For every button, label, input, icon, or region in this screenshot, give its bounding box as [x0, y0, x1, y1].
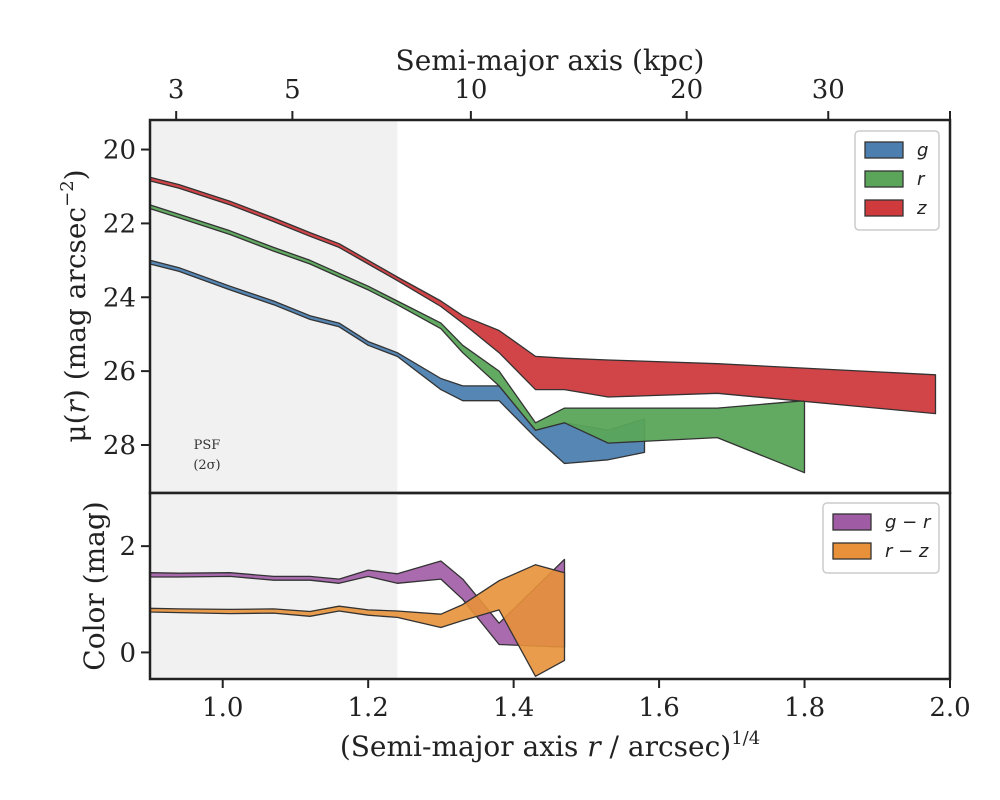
psf-label-line2: (2σ): [193, 458, 220, 473]
top-ylabel: μ(r) (mag arcsec−2): [57, 169, 92, 442]
kpc-tick-label: 20: [670, 75, 703, 105]
legend-swatch: [864, 170, 904, 188]
legend-label: g: [917, 140, 928, 161]
top-series-group: [149, 176, 937, 474]
kpc-tick-label: 10: [454, 75, 487, 105]
top-axis-title: Semi-major axis (kpc): [396, 44, 705, 77]
series-band-top-series-2: [149, 176, 937, 415]
legend-label: r: [917, 169, 926, 190]
bottom-series-group: [149, 558, 566, 677]
xtick-label: 1.4: [493, 693, 534, 723]
legend-swatch: [864, 199, 904, 217]
legend-label: r − z: [885, 541, 929, 562]
bottom-panel: 02 1.0 1.2 1.4 1.6 1.8 2.0 Color (mag) (Semi-…: [78, 491, 971, 763]
xtick-label: 1.2: [348, 693, 389, 723]
ytick-label: 26: [103, 357, 136, 387]
xtick-label: 1.0: [202, 693, 243, 723]
psf-shade-top: [150, 120, 398, 493]
top-legend: grz: [854, 130, 940, 231]
bottom-ylabel: Color (mag): [78, 501, 111, 670]
kpc-tick-label: 30: [812, 75, 845, 105]
ytick-label: 0: [119, 638, 136, 668]
legend-swatch: [832, 542, 872, 560]
series-band-bottom-series-1: [149, 564, 566, 677]
top-yticks: 20 22 24 26 28: [103, 136, 150, 461]
xtick-label: 2.0: [929, 693, 970, 723]
legend-label: g − r: [885, 512, 932, 533]
legend-swatch: [832, 513, 872, 531]
legend-label: z: [916, 198, 927, 219]
bottom-panel-frame: [148, 491, 952, 681]
ytick-label: 28: [103, 431, 136, 461]
ytick-label: 22: [103, 209, 136, 239]
xtick-label: 1.6: [638, 693, 679, 723]
top-kpc-ticks: 3510203050: [168, 75, 951, 120]
bottom-xlabel: (Semi-major axis r / arcsec)1/4: [340, 728, 760, 763]
ytick-label: 20: [103, 136, 136, 166]
bottom-yticks: 02: [119, 532, 150, 668]
psf-shade-bottom: [150, 493, 398, 679]
bottom-xticks: 1.0 1.2 1.4 1.6 1.8 2.0: [202, 679, 971, 723]
psf-label-line1: PSF: [194, 438, 221, 453]
legend-swatch: [864, 141, 904, 159]
kpc-tick-label: 5: [284, 75, 301, 105]
kpc-tick-label: 3: [168, 75, 185, 105]
bottom-legend: g − r r − z: [822, 502, 940, 574]
ytick-label: 24: [103, 283, 136, 313]
series-band-top-series-1: [149, 204, 806, 474]
xtick-label: 1.8: [784, 693, 825, 723]
ytick-label: 2: [119, 532, 136, 562]
